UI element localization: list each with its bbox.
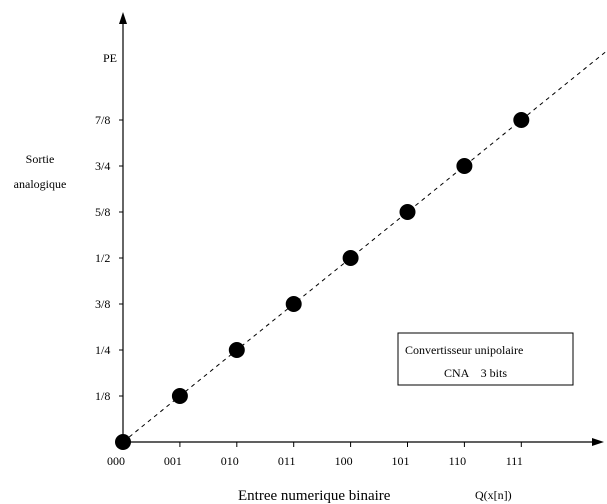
data-point	[456, 158, 473, 174]
y-axis-label-line-2: analogique	[14, 177, 67, 191]
x-tick-label: 101	[392, 454, 410, 468]
legend-line-1: Convertisseur unipolaire	[405, 343, 523, 357]
trend-line	[122, 50, 607, 443]
data-points	[115, 112, 530, 450]
legend: Convertisseur unipolaire CNA 3 bits	[397, 332, 574, 386]
x-tick-label: 100	[335, 454, 353, 468]
y-tick-label: 1/8	[95, 389, 110, 403]
y-tick-label: 3/4	[95, 159, 110, 173]
y-axis-arrow	[119, 12, 127, 24]
data-point	[513, 112, 530, 128]
y-tick-label: 3/8	[95, 297, 110, 311]
data-point	[399, 204, 416, 220]
x-tick-label: 000	[107, 454, 125, 468]
data-point	[285, 296, 302, 312]
y-axis-top-label: PE	[103, 51, 117, 65]
x-tick-label: 001	[164, 454, 182, 468]
x-tick-label: 010	[221, 454, 239, 468]
x-axis-arrow	[592, 438, 604, 446]
x-tick-label: 011	[278, 454, 296, 468]
x-tick-group: 000 001 010 011 100 101 110 111	[107, 442, 523, 468]
y-axis-label-line-1: Sortie	[26, 152, 55, 166]
x-axis-secondary-label: Q(x[n])	[475, 488, 512, 502]
legend-box	[397, 332, 574, 386]
data-point	[342, 250, 359, 266]
x-tick-label: 111	[506, 454, 523, 468]
y-tick-label: 7/8	[95, 113, 110, 127]
data-point	[228, 342, 245, 358]
x-axis-label: Entree numerique binaire	[238, 488, 391, 504]
data-point	[115, 434, 131, 450]
y-tick-label: 5/8	[95, 205, 110, 219]
y-tick-label: 1/4	[95, 343, 110, 357]
y-tick-group: 1/8 1/4 3/8 1/2 5/8 3/4 7/8	[95, 113, 123, 403]
y-tick-label: 1/2	[95, 251, 110, 265]
legend-line-2: CNA 3 bits	[444, 366, 507, 380]
data-point	[171, 388, 188, 404]
x-tick-label: 110	[449, 454, 467, 468]
